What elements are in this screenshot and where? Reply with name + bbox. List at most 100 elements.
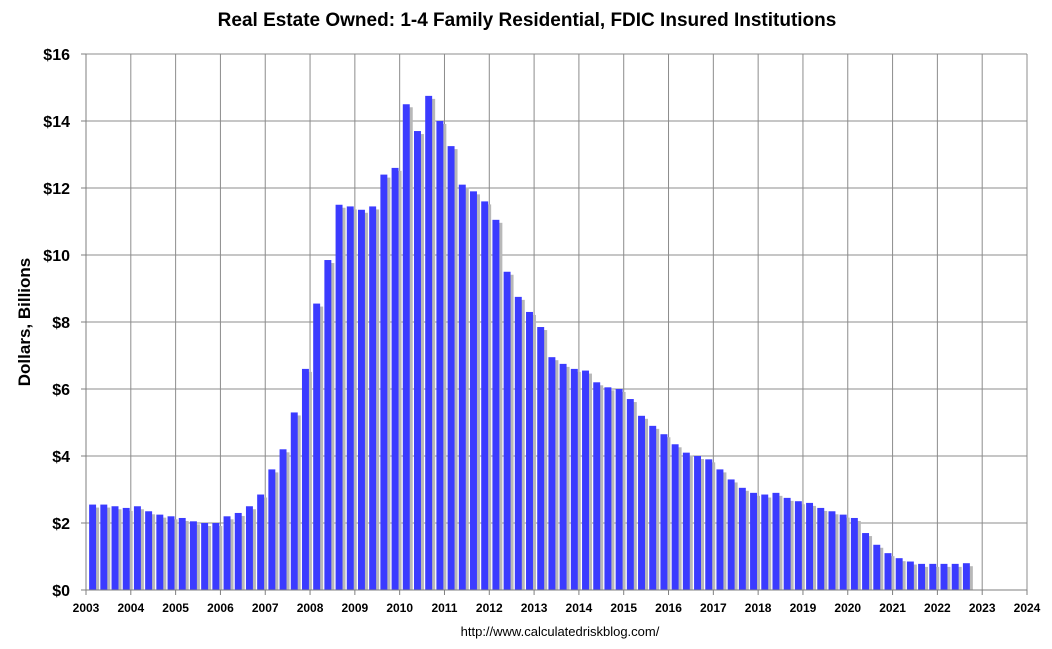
y-tick-label: $2 xyxy=(52,516,70,533)
bar xyxy=(738,487,746,590)
bar xyxy=(481,201,489,590)
x-tick-label: 2024 xyxy=(1014,601,1041,615)
bar xyxy=(761,494,769,590)
bar xyxy=(839,514,847,590)
bar xyxy=(638,415,645,590)
bar xyxy=(290,412,298,590)
bar xyxy=(279,449,287,590)
bar xyxy=(694,456,702,590)
bar xyxy=(526,311,533,590)
x-tick-label: 2015 xyxy=(610,601,637,615)
bar xyxy=(268,469,276,590)
bar xyxy=(649,425,657,590)
x-tick-label: 2022 xyxy=(924,601,951,615)
bar xyxy=(245,506,253,590)
bar xyxy=(548,357,556,590)
bar xyxy=(906,561,914,590)
bar xyxy=(201,523,209,590)
y-tick-label: $16 xyxy=(43,47,70,64)
bar xyxy=(940,563,948,590)
bar xyxy=(582,370,589,590)
y-tick-label: $10 xyxy=(43,248,70,265)
bar xyxy=(503,271,511,590)
y-axis-label: Dollars, Billions xyxy=(15,258,34,386)
bar xyxy=(369,206,377,591)
x-tick-label: 2019 xyxy=(790,601,817,615)
bar xyxy=(335,204,343,590)
bar xyxy=(537,327,545,590)
x-tick-label: 2012 xyxy=(476,601,503,615)
bar xyxy=(772,492,780,590)
x-tick-label: 2009 xyxy=(342,601,369,615)
bar xyxy=(884,553,892,590)
bar xyxy=(604,387,612,590)
bar xyxy=(301,368,309,590)
bar xyxy=(671,444,679,590)
x-tick-label: 2010 xyxy=(386,601,413,615)
x-tick-label: 2016 xyxy=(655,601,682,615)
y-tick-label: $14 xyxy=(43,114,70,131)
x-tick-label: 2007 xyxy=(252,601,279,615)
bar xyxy=(346,206,354,591)
y-tick-label: $6 xyxy=(52,382,70,399)
bar xyxy=(156,514,164,590)
bar xyxy=(895,558,903,590)
bar xyxy=(447,146,455,590)
bar xyxy=(223,516,231,590)
y-tick-labels: $0 $2 $4 $6 $8 $10 $12 $14 $16 xyxy=(43,47,70,600)
chart-title: Real Estate Owned: 1-4 Family Residentia… xyxy=(218,10,837,31)
x-tick-label: 2005 xyxy=(162,601,189,615)
bar xyxy=(167,516,175,590)
y-tick-label: $4 xyxy=(52,449,70,466)
bar xyxy=(750,492,758,590)
x-tick-label: 2018 xyxy=(745,601,772,615)
bar xyxy=(951,563,959,590)
bar xyxy=(570,368,578,590)
x-tick-label: 2021 xyxy=(879,601,906,615)
bar xyxy=(514,296,522,590)
x-tick-label: 2017 xyxy=(700,601,727,615)
bar xyxy=(402,104,410,590)
axes xyxy=(81,53,1028,595)
bar xyxy=(111,506,119,590)
bar xyxy=(257,494,265,590)
bar xyxy=(234,512,242,590)
bar xyxy=(436,121,444,590)
y-tick-label: $12 xyxy=(43,181,70,198)
bar xyxy=(391,167,399,590)
bar xyxy=(727,479,735,590)
x-tick-label: 2014 xyxy=(566,601,593,615)
x-tick-label: 2013 xyxy=(521,601,548,615)
bar xyxy=(145,511,153,590)
bar xyxy=(413,131,421,591)
bar xyxy=(828,511,836,590)
bar xyxy=(615,389,623,590)
bar xyxy=(682,452,690,590)
x-tick-label: 2008 xyxy=(297,601,324,615)
x-tick-label: 2003 xyxy=(73,601,100,615)
bar xyxy=(862,533,870,590)
bar xyxy=(918,563,926,590)
bar xyxy=(470,191,477,590)
bar xyxy=(133,506,141,590)
bar xyxy=(850,517,858,590)
y-tick-label: $0 xyxy=(52,583,70,600)
bar xyxy=(962,563,970,590)
bar xyxy=(716,469,724,590)
x-tick-label: 2011 xyxy=(431,601,457,615)
source-url: http://www.calculatedriskblog.com/ xyxy=(461,624,660,639)
bar xyxy=(929,563,937,590)
bar xyxy=(794,501,802,590)
bar xyxy=(660,434,668,590)
bar xyxy=(178,517,186,590)
bar xyxy=(212,523,220,590)
bar xyxy=(817,507,825,590)
bar xyxy=(626,399,634,590)
bar xyxy=(458,184,466,590)
bar xyxy=(380,174,388,590)
x-tick-label: 2023 xyxy=(969,601,996,615)
bar xyxy=(89,504,97,590)
bar xyxy=(492,219,500,590)
x-tick-labels: 2003 2004 2005 2006 2007 2008 2009 2010 2011 2012… xyxy=(73,601,1041,615)
